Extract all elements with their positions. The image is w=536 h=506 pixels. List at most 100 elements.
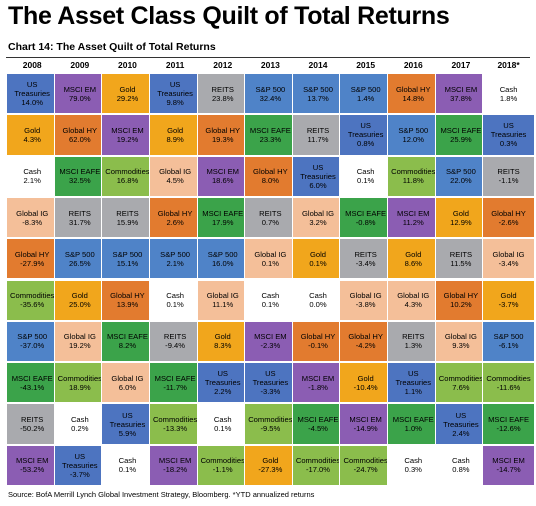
cell-return-value: -50.2%: [20, 424, 45, 434]
quilt-cell: Gold -10.4%: [339, 362, 392, 404]
cell-asset-label: US: [74, 451, 86, 461]
cell-asset-label: Treasuries: [490, 130, 527, 140]
cell-return-value: 25.9%: [450, 134, 472, 144]
cell-return-value: 1.3%: [404, 341, 422, 351]
cell-return-value: 15.1%: [116, 258, 139, 268]
year-label: 2008: [22, 60, 42, 70]
quilt-cell: Gold 4.3%: [6, 114, 59, 156]
cell-asset-label: S&P 500: [64, 249, 95, 259]
cell-asset-label: Global IG: [397, 291, 430, 301]
cell-return-value: 0.1%: [118, 465, 137, 475]
quilt-cell: Global IG 19.2%: [53, 320, 107, 363]
cell-return-value: 8.3%: [214, 341, 232, 351]
cell-asset-label: Commodities: [295, 456, 341, 466]
cell-return-value: 2.6%: [166, 217, 184, 227]
cell-return-value: 1.1%: [404, 387, 422, 397]
quilt-cell: S&P 500 12.0%: [387, 114, 440, 156]
cell-asset-label: REITS: [163, 332, 187, 342]
cell-return-value: 29.2%: [116, 93, 139, 103]
cell-asset-label: Commodities: [105, 167, 150, 177]
cell-return-value: 11.8%: [402, 176, 424, 186]
cell-return-value: 13.7%: [307, 93, 329, 103]
cell-return-value: -3.3%: [260, 387, 281, 397]
cell-return-value: 14.0%: [21, 98, 43, 108]
cell-asset-label: Commodities: [57, 373, 102, 383]
cell-asset-label: Global IG: [492, 249, 525, 259]
cell-return-value: 0.8%: [452, 465, 470, 475]
quilt-cell: Global IG 3.2%: [291, 196, 345, 239]
cell-asset-label: Commodities: [10, 291, 55, 301]
cell-asset-label: Treasuries: [347, 130, 384, 140]
cell-asset-label: S&P 500: [112, 249, 143, 259]
quilt-cell: Cash 0.1%: [101, 444, 154, 486]
cell-asset-label: REITS: [68, 208, 91, 218]
year-label: 2017: [451, 60, 471, 70]
cell-return-value: -27.9%: [20, 258, 45, 268]
cell-return-value: -3.4%: [498, 258, 519, 268]
cell-asset-label: MSCI EAFE: [297, 415, 339, 425]
quilt-cell: Cash 0.1%: [339, 155, 392, 197]
quilt-cell: Global IG 4.5%: [148, 155, 202, 197]
cell-return-value: -27.3%: [258, 465, 283, 475]
cell-asset-label: US: [360, 121, 371, 131]
cell-asset-label: Gold: [309, 249, 327, 259]
cell-return-value: -14.9%: [353, 424, 378, 434]
cell-return-value: 19.2%: [69, 341, 91, 351]
quilt-cell: Commodities -9.5%: [244, 403, 297, 445]
quilt-cell: Cash 0.3%: [387, 444, 440, 486]
year-label: 2016: [403, 60, 423, 70]
cell-return-value: 0.1%: [214, 424, 232, 434]
quilt-grid: US Treasuries 14.0% Gold 4.3% Cash 2.1% Global …: [6, 73, 535, 486]
cell-asset-label: Gold: [357, 373, 374, 383]
cell-asset-label: MSCI EM: [301, 373, 335, 383]
cell-return-value: -24.7%: [353, 465, 378, 475]
header-rule: [6, 57, 530, 58]
cell-asset-label: MSCI EAFE: [59, 167, 101, 177]
cell-return-value: 1.0%: [404, 424, 422, 434]
cell-return-value: 2.1%: [166, 258, 184, 268]
cell-return-value: 79.0%: [69, 93, 91, 103]
cell-asset-label: US: [26, 80, 38, 90]
cell-return-value: 13.9%: [116, 300, 139, 310]
cell-asset-label: Global HY: [110, 291, 145, 301]
quilt-cell: Global HY 10.2%: [434, 279, 488, 321]
cell-asset-label: REITS: [402, 332, 425, 342]
cell-asset-label: Global HY: [491, 208, 526, 218]
cell-return-value: -17.0%: [305, 465, 331, 475]
quilt-cell: S&P 500 1.4%: [339, 73, 392, 115]
cell-return-value: 4.3%: [404, 300, 422, 310]
cell-return-value: 12.9%: [450, 217, 472, 227]
cell-return-value: 26.5%: [69, 258, 91, 268]
cell-asset-label: S&P 500: [303, 84, 333, 94]
quilt-cell: MSCI EM 19.2%: [101, 114, 154, 156]
cell-return-value: -10.4%: [353, 382, 378, 392]
quilt-cell: S&P 500 26.5%: [53, 238, 107, 280]
cell-return-value: 0.1%: [261, 300, 280, 310]
cell-asset-label: Treasuries: [300, 171, 336, 181]
cell-asset-label: US: [503, 121, 514, 131]
cell-asset-label: MSCI EAFE: [154, 373, 196, 383]
year-label: 2013: [260, 60, 280, 70]
cell-asset-label: Treasuries: [62, 460, 98, 470]
cell-asset-label: REITS: [449, 249, 473, 259]
quilt-cell: Cash 0.1%: [196, 403, 249, 445]
quilt-cell: US Treasuries 5.9%: [101, 403, 154, 445]
cell-asset-label: MSCI EAFE: [249, 125, 291, 135]
quilt-cell: Commodities -17.0%: [291, 444, 345, 486]
chart-label: Chart 14: The Asset Quilt of Total Retur…: [8, 41, 216, 53]
quilt-cell: Gold 8.6%: [387, 238, 440, 280]
cell-return-value: 14.8%: [402, 93, 425, 103]
quilt-cell: Commodities -24.7%: [339, 444, 392, 486]
cell-return-value: 31.7%: [69, 217, 91, 227]
cell-return-value: -1.1%: [212, 465, 233, 475]
cell-asset-label: Global IG: [63, 332, 96, 342]
quilt-cell: Global HY 62.0%: [53, 114, 107, 156]
cell-return-value: 0.8%: [356, 139, 375, 149]
cell-asset-label: US: [265, 369, 276, 379]
year-label: 2010: [118, 60, 137, 70]
cell-asset-label: MSCI EM: [111, 125, 144, 135]
cell-return-value: 8.0%: [261, 176, 280, 186]
quilt-cell: REITS -3.4%: [339, 238, 392, 280]
quilt-cell: MSCI EAFE 32.5%: [53, 155, 107, 197]
cell-return-value: 0.1%: [309, 258, 327, 268]
